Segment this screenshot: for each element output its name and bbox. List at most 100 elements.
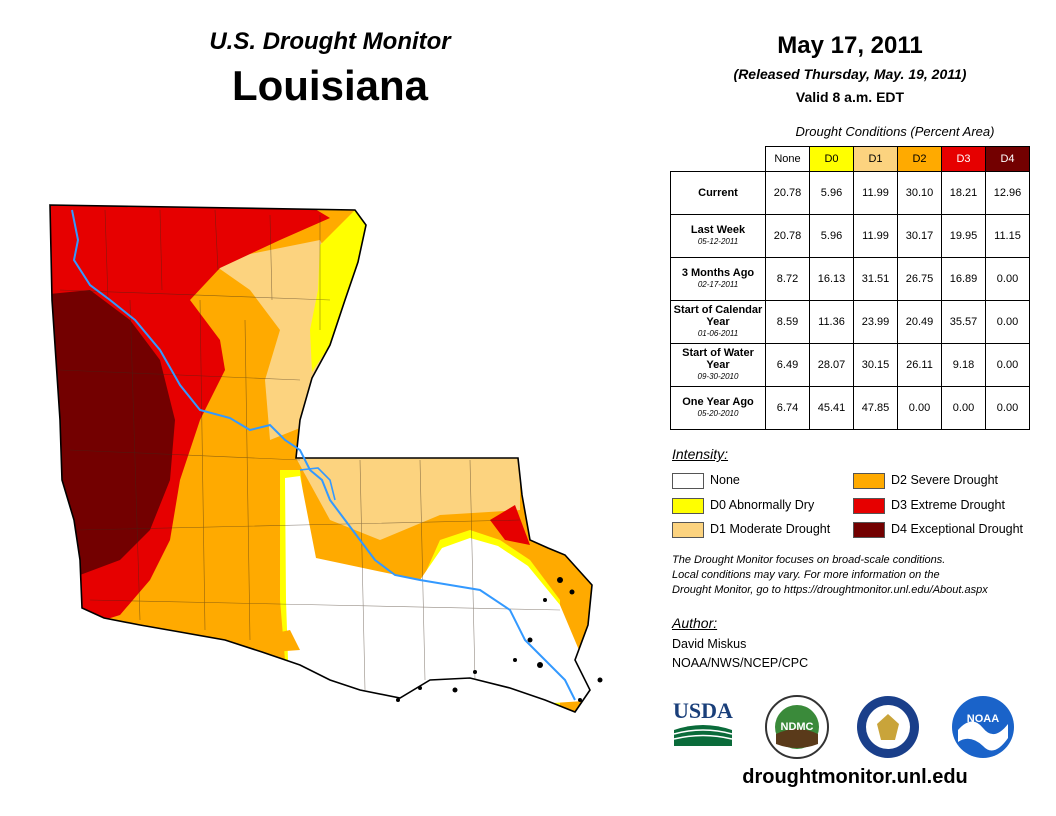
atchafalaya-river [299,467,336,501]
table-row: 3 Months Ago 02-17-2011 8.72 16.13 31.51 26.7… [670,257,1030,301]
noaa-wave-icon [958,721,1008,751]
table-cell: 16.89 [941,257,986,301]
table-cell: 8.59 [765,300,810,344]
ndmc-logo: NDMC [764,694,830,760]
row-label: Start of Water Year 09-30-2010 [670,343,766,387]
table-cell: 45.41 [809,386,854,430]
row-label-text: Start of Water Year [682,347,754,371]
table-cell: 12.96 [985,171,1030,215]
column-header-d3: D3 [941,146,986,172]
table-cell: 0.00 [985,300,1030,344]
monitor-title: U.S. Drought Monitor [209,28,451,55]
table-cell: 6.49 [765,343,810,387]
row-label-text: Current [698,187,738,199]
usda-logo-text: USDA [673,698,733,723]
table-cell: 30.10 [897,171,942,215]
table-cell: 11.36 [809,300,854,344]
map-date: May 17, 2011 [777,32,923,59]
table-cell: 20.49 [897,300,942,344]
row-label-text: Last Week [690,224,746,236]
legend-title: Intensity: [672,446,729,462]
d0-zone-northeast [310,210,366,372]
column-header-d2: D2 [897,146,942,172]
legend-item: D1 Moderate Drought [672,521,831,538]
table-cell: 0.00 [985,386,1030,430]
table-cell: 28.07 [809,343,854,387]
row-label: 3 Months Ago 02-17-2011 [670,257,766,301]
table-header-row: None D0 D1 D2 D3 D4 [670,146,1030,172]
legend-item: D3 Extreme Drought [853,497,1005,514]
table-row: Start of Calendar Year 01-06-2011 8.59 11.3… [670,300,1030,344]
note-line-2: Local conditions may vary. For more info… [672,569,940,581]
table-cell: 0.00 [985,257,1030,301]
row-label: Current [670,171,766,215]
legend-swatch [853,521,885,538]
drought-intensity-zones [50,205,592,712]
d3-zone-southeast [490,505,530,545]
commerce-seal-logo [855,694,921,760]
legend-item: D2 Severe Drought [853,472,999,489]
release-date: (Released Thursday, May. 19, 2011) [733,66,967,82]
table-cell: 16.13 [809,257,854,301]
row-date: 09-30-2010 [697,372,739,381]
legend-swatch [672,497,704,514]
legend-label: D2 Severe Drought [891,473,999,487]
row-label: Start of Calendar Year 01-06-2011 [670,300,766,344]
legend-swatch [672,521,704,538]
table-cell: 9.18 [941,343,986,387]
author-title: Author: [672,615,718,631]
table-cell: 8.72 [765,257,810,301]
table-corner [670,146,766,172]
table-cell: 0.00 [941,386,986,430]
row-date: 02-17-2011 [697,280,739,289]
legend-label: None [710,473,740,487]
row-label-text: 3 Months Ago [681,267,755,279]
state-outline [49,204,593,713]
row-date: 05-20-2010 [697,409,739,418]
region-title: Louisiana [231,62,429,109]
footer-url[interactable]: droughtmonitor.unl.edu [742,766,968,788]
row-label-text: Start of Calendar Year [673,304,763,328]
table-cell: 6.74 [765,386,810,430]
column-header-d4: D4 [985,146,1030,172]
table-row: Current 20.78 5.96 11.99 30.10 18.21 12.96 [670,171,1030,215]
d4-zone-northwest [50,290,175,580]
none-zone-southeast [285,476,592,712]
note-line-3: Drought Monitor, go to https://droughtmo… [672,584,988,596]
legend-label: D3 Extreme Drought [891,498,1005,512]
coastal-marsh [396,577,603,702]
noaa-logo: NOAA [950,694,1016,760]
table-cell: 31.51 [853,257,898,301]
d2-coastal-patch [262,630,300,652]
table-body: Current 20.78 5.96 11.99 30.10 18.21 12.96 Last… [670,171,1030,430]
note-line-1: The Drought Monitor focuses on broad-sca… [672,554,946,566]
row-date: 01-06-2011 [697,329,739,338]
legend-swatch [853,497,885,514]
table-cell: 18.21 [941,171,986,215]
table-cell: 20.78 [765,214,810,258]
table-cell: 20.78 [765,171,810,215]
table-cell: 30.17 [897,214,942,258]
legend-item: None [672,472,740,489]
legend-label: D1 Moderate Drought [710,522,831,536]
legend-swatch [672,472,704,489]
column-header-d0: D0 [809,146,854,172]
author-org: NOAA/NWS/NCEP/CPC [672,656,809,670]
disclaimer-note: The Drought Monitor focuses on broad-sca… [672,553,1042,598]
legend-label: D4 Exceptional Drought [891,522,1024,536]
d1-zone-florida-parishes [296,458,520,540]
table-cell: 11.99 [853,171,898,215]
table-cell: 5.96 [809,214,854,258]
table-cell: 23.99 [853,300,898,344]
ndmc-logo-text: NDMC [781,721,814,733]
noaa-logo-text: NOAA [967,713,999,725]
row-label: One Year Ago 05-20-2010 [670,386,766,430]
row-date: 05-12-2011 [697,237,739,246]
usda-logo: USDA [670,694,736,760]
table-cell: 19.95 [941,214,986,258]
table-cell: 35.57 [941,300,986,344]
column-header-d1: D1 [853,146,898,172]
author-name: David Miskus [672,637,747,651]
table-cell: 30.15 [853,343,898,387]
table-cell: 11.99 [853,214,898,258]
